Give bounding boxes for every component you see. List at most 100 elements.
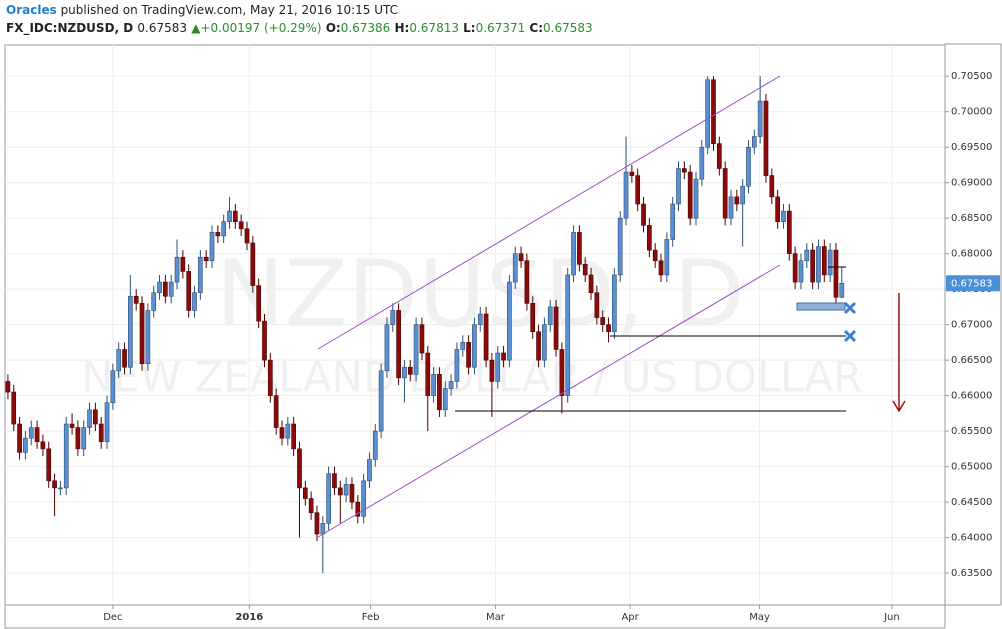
- candle-body: [361, 480, 366, 517]
- candle-body: [547, 306, 553, 325]
- x-tick-label: Mar: [486, 612, 506, 623]
- candle-body: [483, 313, 489, 361]
- candle-body: [238, 221, 244, 230]
- y-tick-label: 0.64000: [951, 533, 992, 544]
- y-tick-label: 0.66000: [951, 391, 992, 402]
- candle-body: [133, 295, 139, 304]
- candle-body: [740, 185, 745, 205]
- candle-body: [792, 253, 798, 283]
- x-tick-label: May: [749, 612, 770, 623]
- candle-body: [291, 423, 296, 450]
- candle-body: [285, 423, 291, 439]
- candle-body: [518, 253, 524, 262]
- y-tick-label: 0.68500: [951, 213, 992, 224]
- drawings: [317, 75, 906, 538]
- candle-body: [198, 256, 203, 294]
- candle-body: [75, 427, 81, 450]
- candle-body: [472, 324, 477, 368]
- candle-body: [839, 282, 845, 298]
- candle-body: [402, 366, 407, 379]
- candle-body: [308, 498, 314, 514]
- publish-line: Oracles published on TradingView.com, Ma…: [6, 3, 398, 17]
- y-tick-label: 0.70000: [951, 107, 992, 118]
- x-tick-label: Feb: [362, 612, 380, 623]
- candle-body: [821, 246, 827, 276]
- candle-body: [372, 430, 378, 460]
- candle-body: [227, 210, 232, 223]
- high: 0.67813: [409, 21, 459, 35]
- candle-body: [157, 281, 162, 294]
- candle-body: [816, 246, 821, 283]
- candle-body: [396, 310, 401, 379]
- candle-body: [676, 168, 681, 205]
- candle-body: [524, 260, 530, 304]
- candle-body: [477, 313, 483, 325]
- time-axis: [4, 604, 946, 629]
- x-tick-label: Apr: [621, 612, 639, 623]
- candle-body: [390, 310, 396, 325]
- candle-body: [151, 292, 157, 311]
- candle-body: [63, 423, 69, 489]
- candle-body: [751, 136, 757, 148]
- candle-body: [606, 324, 611, 333]
- candle-body: [798, 260, 804, 283]
- candle-body: [192, 292, 197, 311]
- candle-body: [267, 359, 273, 396]
- candle-body: [699, 146, 705, 180]
- candle-body: [320, 523, 326, 535]
- target-marker: [843, 329, 857, 343]
- change: +0.00197 (+0.29%): [200, 21, 322, 35]
- candle-body: [343, 484, 349, 496]
- candle-body: [93, 409, 98, 425]
- candle-body: [69, 423, 75, 428]
- candle-body: [232, 210, 238, 223]
- candle-body: [536, 331, 541, 361]
- candle-body: [215, 232, 221, 237]
- high-key: H:: [394, 21, 410, 35]
- candle-body: [332, 473, 337, 489]
- candle-body: [384, 324, 390, 372]
- candle-body: [23, 437, 28, 453]
- candle-body: [174, 256, 180, 283]
- candle-body: [139, 303, 145, 364]
- candle-body: [757, 100, 763, 137]
- candle-body: [46, 448, 52, 482]
- candle-body: [110, 370, 116, 404]
- candle-body: [244, 228, 250, 244]
- candle-body: [635, 175, 641, 205]
- candle-body: [221, 221, 227, 237]
- candle-body: [122, 349, 127, 368]
- y-tick-label: 0.69000: [951, 178, 992, 189]
- down-arrow: [892, 293, 906, 413]
- candle-body: [209, 232, 215, 262]
- candle-body: [559, 349, 565, 396]
- candle-body: [355, 501, 361, 517]
- candle-body: [442, 388, 448, 411]
- y-tick-label: 0.64500: [951, 497, 992, 508]
- candle-body: [647, 224, 652, 251]
- candle-body: [612, 274, 617, 333]
- candle-body: [711, 79, 716, 144]
- channel-lower: [317, 264, 781, 538]
- channel-upper: [317, 75, 781, 350]
- up-icon: ▲: [191, 21, 201, 35]
- candle-body: [804, 249, 810, 262]
- y-tick-label: 0.68000: [951, 249, 992, 260]
- candle-body: [775, 196, 780, 223]
- author[interactable]: Oracles: [6, 3, 57, 17]
- open: 0.67386: [340, 21, 391, 35]
- candle-body: [693, 178, 699, 219]
- candle-body: [542, 324, 547, 361]
- candle-body: [262, 320, 267, 361]
- candle-body: [180, 256, 186, 272]
- candle-body: [104, 402, 110, 443]
- candle-body: [81, 427, 87, 450]
- candle-body: [11, 391, 17, 425]
- candle-body: [460, 342, 466, 350]
- candle-body: [623, 171, 629, 219]
- candle-body: [763, 100, 769, 176]
- target-marker: [843, 301, 857, 315]
- candle-body: [594, 292, 600, 318]
- candle-body: [588, 274, 594, 294]
- candle-body: [367, 459, 372, 482]
